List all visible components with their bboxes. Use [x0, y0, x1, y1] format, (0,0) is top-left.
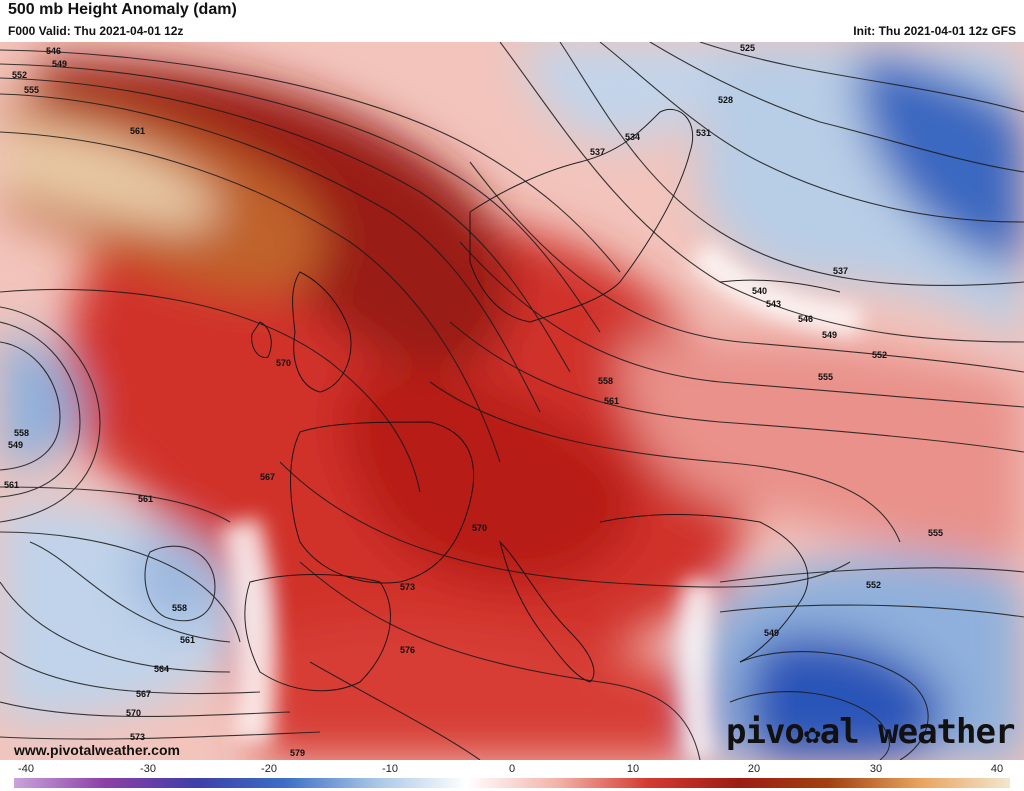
contour-label: 570	[276, 358, 291, 368]
contour-label: 558	[172, 603, 187, 613]
contour-label: 555	[928, 528, 943, 538]
contour-label: 552	[872, 350, 887, 360]
contour-label: 564	[154, 664, 169, 674]
contour-label: 549	[52, 59, 67, 69]
contour-label: 558	[598, 376, 613, 386]
contour-lines	[0, 42, 1024, 760]
colorbar-gradient	[14, 778, 1010, 788]
contour-label: 555	[24, 85, 39, 95]
contour-label: 546	[798, 314, 813, 324]
anomaly-map: 546 549 552 555 561 570 567 561 561 558 …	[0, 42, 1024, 760]
contour-label: 549	[764, 628, 779, 638]
contour-label: 525	[740, 43, 755, 53]
map-canvas: 546 549 552 555 561 570 567 561 561 558 …	[0, 42, 1024, 760]
contour-label: 561	[4, 480, 19, 490]
contour-label: 552	[866, 580, 881, 590]
header: 500 mb Height Anomaly (dam) F000 Valid: …	[0, 0, 1024, 42]
contour-label: 546	[46, 46, 61, 56]
contour-label: 549	[8, 440, 23, 450]
brand-text-left: pivo	[726, 712, 805, 752]
contour-label: 561	[604, 396, 619, 406]
contour-label: 576	[400, 645, 415, 655]
website-url: www.pivotalweather.com	[14, 742, 180, 758]
contour-label: 537	[833, 266, 848, 276]
contour-label: 573	[130, 732, 145, 742]
contour-label: 561	[180, 635, 195, 645]
contour-label: 567	[260, 472, 275, 482]
contour-label: 543	[766, 299, 781, 309]
colorbar-tick: 20	[747, 763, 761, 775]
contour-label: 573	[400, 582, 415, 592]
valid-time: F000 Valid: Thu 2021-04-01 12z	[8, 24, 184, 38]
colorbar-tick: 40	[990, 763, 1004, 775]
contour-label: 555	[818, 372, 833, 382]
contour-label: 549	[822, 330, 837, 340]
contour-label: 552	[12, 70, 27, 80]
coastlines	[244, 108, 841, 692]
contour-label: 528	[718, 95, 733, 105]
brand-logo: pivo✿al weather	[726, 712, 1016, 752]
colorbar-tick: -10	[382, 763, 398, 775]
contour-label: 567	[136, 689, 151, 699]
colorbar-tick: 0	[508, 763, 516, 775]
colorbar-tick: -30	[140, 763, 156, 775]
contour-label: 561	[130, 126, 145, 136]
map-title: 500 mb Height Anomaly (dam)	[8, 1, 237, 18]
contour-label: 534	[625, 132, 640, 142]
contour-label: 540	[752, 286, 767, 296]
colorbar-tick: 10	[626, 763, 640, 775]
gear-icon: ✿	[803, 717, 821, 750]
contour-label: 579	[290, 748, 305, 758]
contour-label: 570	[126, 708, 141, 718]
colorbar-tick: 30	[869, 763, 883, 775]
brand-text-right: al weather	[819, 712, 1016, 752]
contour-labels: 546 549 552 555 561 570 567 561 561 558 …	[4, 43, 943, 758]
contour-label: 561	[138, 494, 153, 504]
contour-label: 537	[590, 147, 605, 157]
colorbar-tick: -20	[261, 763, 277, 775]
contour-label: 558	[14, 428, 29, 438]
colorbar-tick: -40	[18, 763, 34, 775]
init-time: Init: Thu 2021-04-01 12z GFS	[853, 24, 1016, 38]
contour-label: 570	[472, 523, 487, 533]
contour-label: 531	[696, 128, 711, 138]
